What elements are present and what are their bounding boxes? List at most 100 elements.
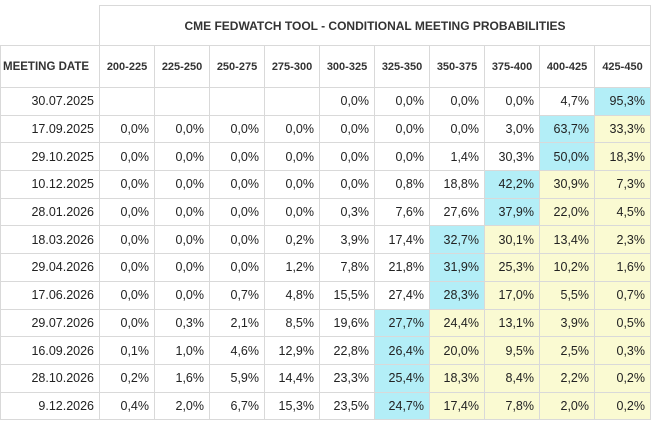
probability-cell: 0,0%	[209, 170, 265, 199]
table-row: 10.12.2025 0,0% 0,0% 0,0% 0,0% 0,0% 0,8% 18,8% 4…	[0, 170, 651, 199]
probability-cell: 13,4%	[539, 225, 595, 255]
probability-cell: 2,0%	[539, 391, 595, 421]
probability-cell: 12,9%	[264, 336, 320, 365]
probability-cell: 6,7%	[209, 391, 265, 421]
probability-cell: 17,4%	[374, 225, 430, 255]
rate-range-header: 225-250	[154, 45, 210, 88]
probability-cell: 0,2%	[594, 363, 651, 393]
probability-cell: 0,3%	[154, 308, 210, 338]
rate-range-header: 275-300	[264, 45, 320, 88]
table-row: 9.12.2026 0,4% 2,0% 6,7% 15,3% 23,5% 24,7% 17,4…	[0, 391, 651, 421]
probability-cell: 33,3%	[594, 114, 651, 144]
rate-range-header: 425-450	[594, 45, 651, 88]
meeting-date-cell: 30.07.2025	[0, 87, 100, 116]
probability-cell: 28,3%	[429, 280, 485, 310]
probability-cell: 0,0%	[154, 253, 210, 282]
probability-cell: 18,3%	[594, 142, 651, 172]
probability-cell: 30,3%	[484, 142, 540, 172]
table-body: 30.07.2025 0,0% 0,0% 0,0% 0,0% 4,7% 95,3% 17.09…	[0, 87, 651, 421]
probability-cell: 42,2%	[484, 170, 540, 199]
table-row: 28.01.2026 0,0% 0,0% 0,0% 0,0% 0,3% 7,6% 27,6% 3…	[0, 197, 651, 227]
probability-cell: 0,3%	[319, 197, 375, 227]
meeting-date-cell: 29.04.2026	[0, 253, 100, 282]
probability-cell: 27,4%	[374, 280, 430, 310]
probability-cell: 4,7%	[539, 87, 595, 116]
meeting-date-cell: 18.03.2026	[0, 225, 100, 255]
probability-cell: 0,0%	[264, 142, 320, 172]
probability-cell: 0,0%	[209, 142, 265, 172]
probability-cell: 0,0%	[99, 253, 155, 282]
corner-cell	[0, 5, 100, 46]
probability-cell: 24,4%	[429, 308, 485, 338]
probability-cell: 25,3%	[484, 253, 540, 282]
probability-cell: 0,0%	[209, 253, 265, 282]
probability-cell: 0,7%	[209, 280, 265, 310]
probability-cell: 4,6%	[209, 336, 265, 365]
probability-cell: 0,7%	[594, 280, 651, 310]
probability-cell: 0,0%	[209, 225, 265, 255]
probability-cell	[209, 87, 265, 116]
probability-cell: 0,0%	[99, 114, 155, 144]
meeting-date-cell: 17.06.2026	[0, 280, 100, 310]
probability-cell: 15,3%	[264, 391, 320, 421]
probability-cell: 4,5%	[594, 197, 651, 227]
probability-cell: 22,0%	[539, 197, 595, 227]
probability-cell: 31,9%	[429, 253, 485, 282]
table-row: 17.09.2025 0,0% 0,0% 0,0% 0,0% 0,0% 0,0% 0,0% 3,…	[0, 114, 651, 144]
probability-cell: 0,0%	[429, 87, 485, 116]
probability-cell: 0,0%	[209, 114, 265, 144]
probability-cell: 18,8%	[429, 170, 485, 199]
probability-cell: 2,5%	[539, 336, 595, 365]
rate-range-header: 300-325	[319, 45, 375, 88]
probability-cell: 0,0%	[264, 170, 320, 199]
table-row: 17.06.2026 0,0% 0,0% 0,7% 4,8% 15,5% 27,4% 28,3…	[0, 280, 651, 310]
probability-cell: 3,9%	[539, 308, 595, 338]
meeting-date-cell: 28.10.2026	[0, 363, 100, 393]
probability-cell: 0,0%	[264, 114, 320, 144]
probability-cell: 0,0%	[154, 170, 210, 199]
table-row: 28.10.2026 0,2% 1,6% 5,9% 14,4% 23,3% 25,4% 18,…	[0, 363, 651, 393]
table-row: 29.04.2026 0,0% 0,0% 0,0% 1,2% 7,8% 21,8% 31,9%…	[0, 253, 651, 282]
probability-cell: 5,9%	[209, 363, 265, 393]
rate-range-header: 350-375	[429, 45, 485, 88]
probability-cell: 7,8%	[484, 391, 540, 421]
probability-cell: 1,6%	[594, 253, 651, 282]
meeting-date-cell: 16.09.2026	[0, 336, 100, 365]
meeting-date-cell: 10.12.2025	[0, 170, 100, 199]
probability-cell: 0,0%	[319, 114, 375, 144]
probability-cell: 2,2%	[539, 363, 595, 393]
probability-cell: 1,0%	[154, 336, 210, 365]
probability-cell	[264, 87, 320, 116]
probability-cell: 23,5%	[319, 391, 375, 421]
probability-cell: 0,0%	[374, 114, 430, 144]
probability-cell: 22,8%	[319, 336, 375, 365]
meeting-date-header: MEETING DATE	[0, 45, 100, 88]
probability-cell	[99, 87, 155, 116]
probability-cell: 32,7%	[429, 225, 485, 255]
probability-cell: 0,2%	[99, 363, 155, 393]
probability-cell: 21,8%	[374, 253, 430, 282]
probability-cell: 0,0%	[154, 114, 210, 144]
probability-cell: 7,3%	[594, 170, 651, 199]
table-title: CME FEDWATCH TOOL - CONDITIONAL MEETING …	[99, 5, 651, 46]
meeting-date-cell: 29.10.2025	[0, 142, 100, 172]
probability-cell: 25,4%	[374, 363, 430, 393]
meeting-date-cell: 28.01.2026	[0, 197, 100, 227]
probability-cell: 0,2%	[594, 391, 651, 421]
probability-cell: 8,4%	[484, 363, 540, 393]
probability-cell: 0,0%	[319, 87, 375, 116]
probability-cell: 0,0%	[429, 114, 485, 144]
probability-cell: 3,9%	[319, 225, 375, 255]
title-row: CME FEDWATCH TOOL - CONDITIONAL MEETING …	[0, 5, 651, 46]
probability-cell: 0,3%	[594, 336, 651, 365]
probability-cell: 3,0%	[484, 114, 540, 144]
table-row: 30.07.2025 0,0% 0,0% 0,0% 0,0% 4,7% 95,3%	[0, 87, 651, 116]
probability-cell: 0,0%	[99, 308, 155, 338]
meeting-date-cell: 17.09.2025	[0, 114, 100, 144]
probability-cell: 0,0%	[99, 142, 155, 172]
probability-cell: 0,0%	[319, 142, 375, 172]
probability-cell: 50,0%	[539, 142, 595, 172]
probability-cell: 30,9%	[539, 170, 595, 199]
probability-cell: 37,9%	[484, 197, 540, 227]
probability-cell: 27,7%	[374, 308, 430, 338]
